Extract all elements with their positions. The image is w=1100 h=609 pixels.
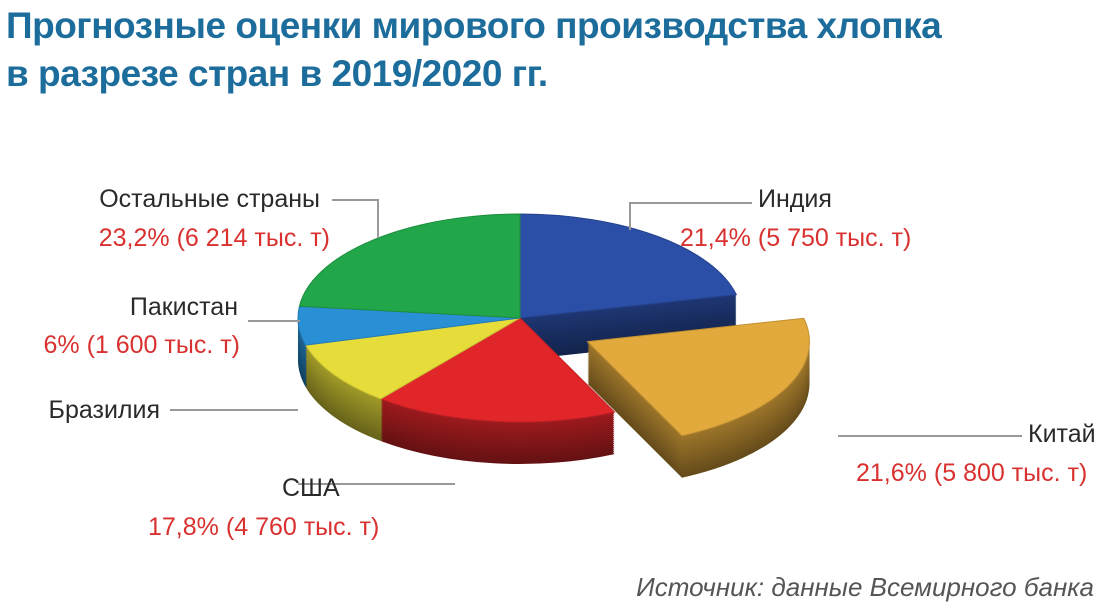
percent-label: 21,6% (856, 459, 927, 487)
slice (379, 317, 616, 423)
category-label: Остальные страны (99, 185, 320, 213)
value-label: 6% (1 600 тыс. т) (43, 331, 240, 359)
percent-label: 21,4% (680, 224, 751, 252)
amount-label: (5 750 тыс. т) (758, 224, 911, 252)
title-line: в разрезе стран в 2019/2020 гг. (6, 53, 548, 94)
amount-label: (1 600 тыс. т) (87, 331, 240, 359)
percent-label: 23,2% (99, 224, 170, 252)
percent-label: 6% (43, 331, 79, 359)
slice (586, 317, 810, 437)
title-line: Прогнозные оценки мирового производства … (6, 5, 942, 46)
source: Источник: данные Всемирного банка (636, 572, 1094, 602)
category-label: Индия (758, 185, 832, 213)
category-label: Китай (1028, 420, 1096, 448)
amount-label: (4 760 тыс. т) (226, 513, 379, 541)
slice (304, 317, 521, 400)
value-label: 21,4% (5 750 тыс. т) (680, 224, 911, 252)
leader-line (629, 202, 752, 230)
pie (297, 213, 810, 478)
value-label: 21,6% (5 800 тыс. т) (856, 459, 1087, 487)
slice (519, 213, 738, 319)
amount-label: (6 214 тыс. т) (177, 224, 330, 252)
value-label: 17,8% (4 760 тыс. т) (148, 513, 379, 541)
chart-title: Прогнозные оценки мирового производства … (6, 2, 942, 98)
category-label: Бразилия (49, 396, 160, 424)
leader-line (332, 199, 379, 238)
value-label: 23,2% (6 214 тыс. т) (99, 224, 330, 252)
category-label: Пакистан (130, 293, 238, 321)
slice (298, 213, 521, 319)
amount-label: (5 800 тыс. т) (934, 459, 1087, 487)
category-label: США (282, 474, 340, 502)
percent-label: 17,8% (148, 513, 219, 541)
